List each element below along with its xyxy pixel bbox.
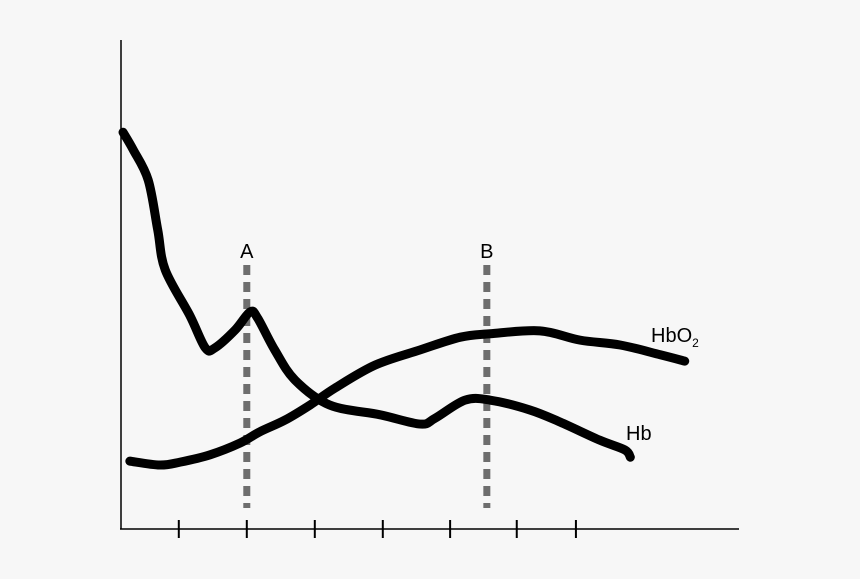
series-label-hb: Hb [626,423,652,445]
series-line-hbo2 [125,326,690,470]
marker-label-a: A [240,241,254,263]
series-line-hb [118,127,635,462]
series-label-hbo2-sub: 2 [692,336,699,350]
series-label-hbo2: HbO2 [651,325,699,350]
marker-label-b: B [480,241,493,263]
series-label-hbo2-main: HbO [651,325,692,347]
